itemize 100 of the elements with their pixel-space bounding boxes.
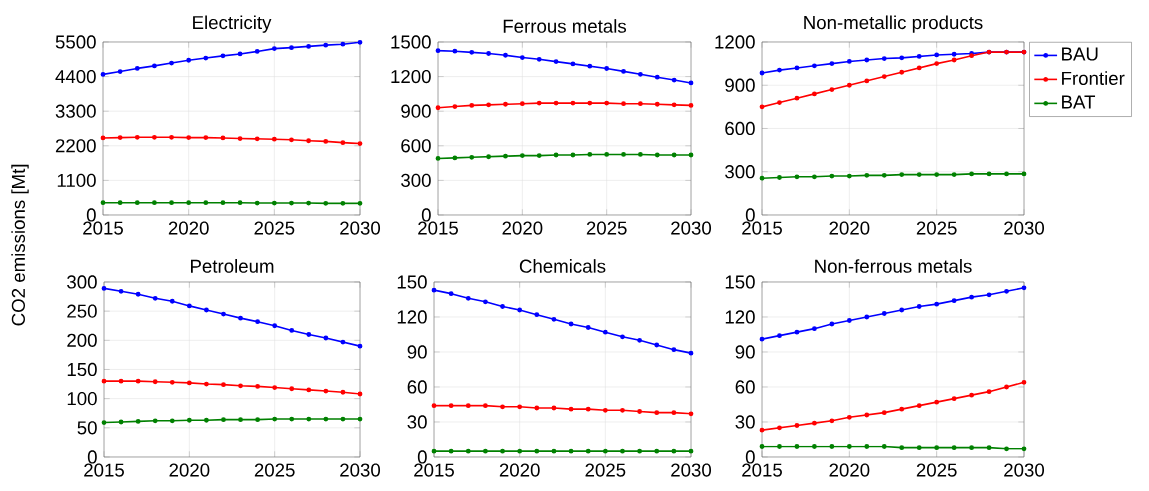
- x-tick-label: 2030: [340, 463, 381, 477]
- point: [186, 135, 192, 141]
- point: [203, 135, 209, 141]
- x-tick-label: 2025: [586, 221, 627, 235]
- point: [777, 175, 782, 180]
- point: [934, 172, 940, 178]
- point: [934, 61, 940, 67]
- point: [1021, 171, 1027, 177]
- point: [100, 200, 106, 206]
- point: [203, 55, 209, 61]
- x-tick-label: 2020: [502, 221, 543, 235]
- point: [289, 328, 295, 333]
- point: [602, 329, 608, 335]
- point: [1004, 384, 1009, 390]
- point: [553, 59, 559, 64]
- point: [812, 444, 817, 449]
- point: [431, 448, 437, 454]
- point: [621, 101, 626, 107]
- point: [357, 39, 363, 45]
- point: [1004, 288, 1009, 294]
- point: [134, 66, 140, 71]
- point: [503, 101, 508, 107]
- point: [777, 425, 782, 431]
- point: [134, 134, 140, 140]
- point: [846, 173, 852, 179]
- y-tick-label: 1200: [391, 69, 431, 84]
- point: [117, 69, 123, 74]
- point: [536, 100, 542, 106]
- x-tick-label: 2020: [829, 221, 870, 235]
- point: [237, 136, 243, 141]
- point: [951, 51, 957, 57]
- point: [289, 137, 294, 143]
- point: [169, 379, 175, 385]
- point: [986, 171, 992, 177]
- point: [570, 61, 576, 67]
- point: [688, 448, 694, 454]
- point: [357, 200, 363, 206]
- point: [654, 342, 660, 348]
- y-tick-label: 900: [401, 104, 431, 118]
- point: [671, 448, 677, 454]
- point: [568, 406, 574, 412]
- point: [671, 347, 677, 353]
- chart-title: Ferrous metals: [503, 19, 627, 33]
- point: [204, 307, 209, 313]
- point: [899, 172, 905, 178]
- point: [340, 140, 346, 146]
- point: [602, 448, 608, 454]
- point: [517, 307, 523, 313]
- point: [186, 57, 192, 63]
- y-tick-label: 100: [67, 392, 97, 406]
- point: [551, 405, 557, 411]
- point: [671, 152, 677, 158]
- point: [500, 448, 505, 454]
- y-tick-label: 1500: [391, 35, 431, 49]
- point: [829, 321, 835, 327]
- point: [881, 56, 887, 61]
- y-tick-label: 120: [397, 310, 427, 324]
- y-tick-label: 1200: [715, 35, 755, 49]
- point: [986, 389, 992, 395]
- x-tick-label: 2025: [254, 463, 295, 477]
- point: [152, 295, 158, 301]
- point: [864, 78, 870, 84]
- point: [254, 200, 260, 206]
- y-tick-label: 60: [735, 380, 755, 394]
- point: [536, 56, 542, 62]
- point: [759, 104, 765, 110]
- point: [1021, 285, 1027, 291]
- point: [951, 57, 957, 63]
- legend-label: BAU: [1062, 47, 1098, 61]
- point: [812, 91, 817, 97]
- point: [435, 156, 441, 161]
- point: [118, 378, 124, 384]
- point: [272, 385, 278, 390]
- point: [1021, 379, 1027, 385]
- point: [1004, 446, 1009, 452]
- point: [340, 416, 346, 422]
- point: [186, 380, 192, 386]
- point: [881, 410, 887, 416]
- point: [881, 444, 887, 449]
- point: [486, 154, 492, 160]
- point: [881, 311, 887, 316]
- point: [519, 101, 525, 107]
- point: [602, 407, 608, 413]
- x-tick-label: 2030: [1004, 463, 1045, 477]
- point: [794, 95, 800, 101]
- point: [759, 336, 765, 342]
- point: [881, 172, 887, 178]
- point: [101, 286, 107, 291]
- point: [585, 325, 591, 330]
- point: [534, 312, 540, 318]
- y-tick-label: 0: [421, 208, 431, 222]
- point: [812, 326, 817, 332]
- point: [452, 104, 458, 109]
- point: [934, 399, 940, 405]
- point: [519, 55, 525, 60]
- point: [306, 44, 312, 49]
- point: [899, 55, 905, 61]
- y-tick-label: 90: [735, 345, 755, 359]
- x-tick-label: 2025: [585, 463, 626, 477]
- point: [638, 101, 643, 107]
